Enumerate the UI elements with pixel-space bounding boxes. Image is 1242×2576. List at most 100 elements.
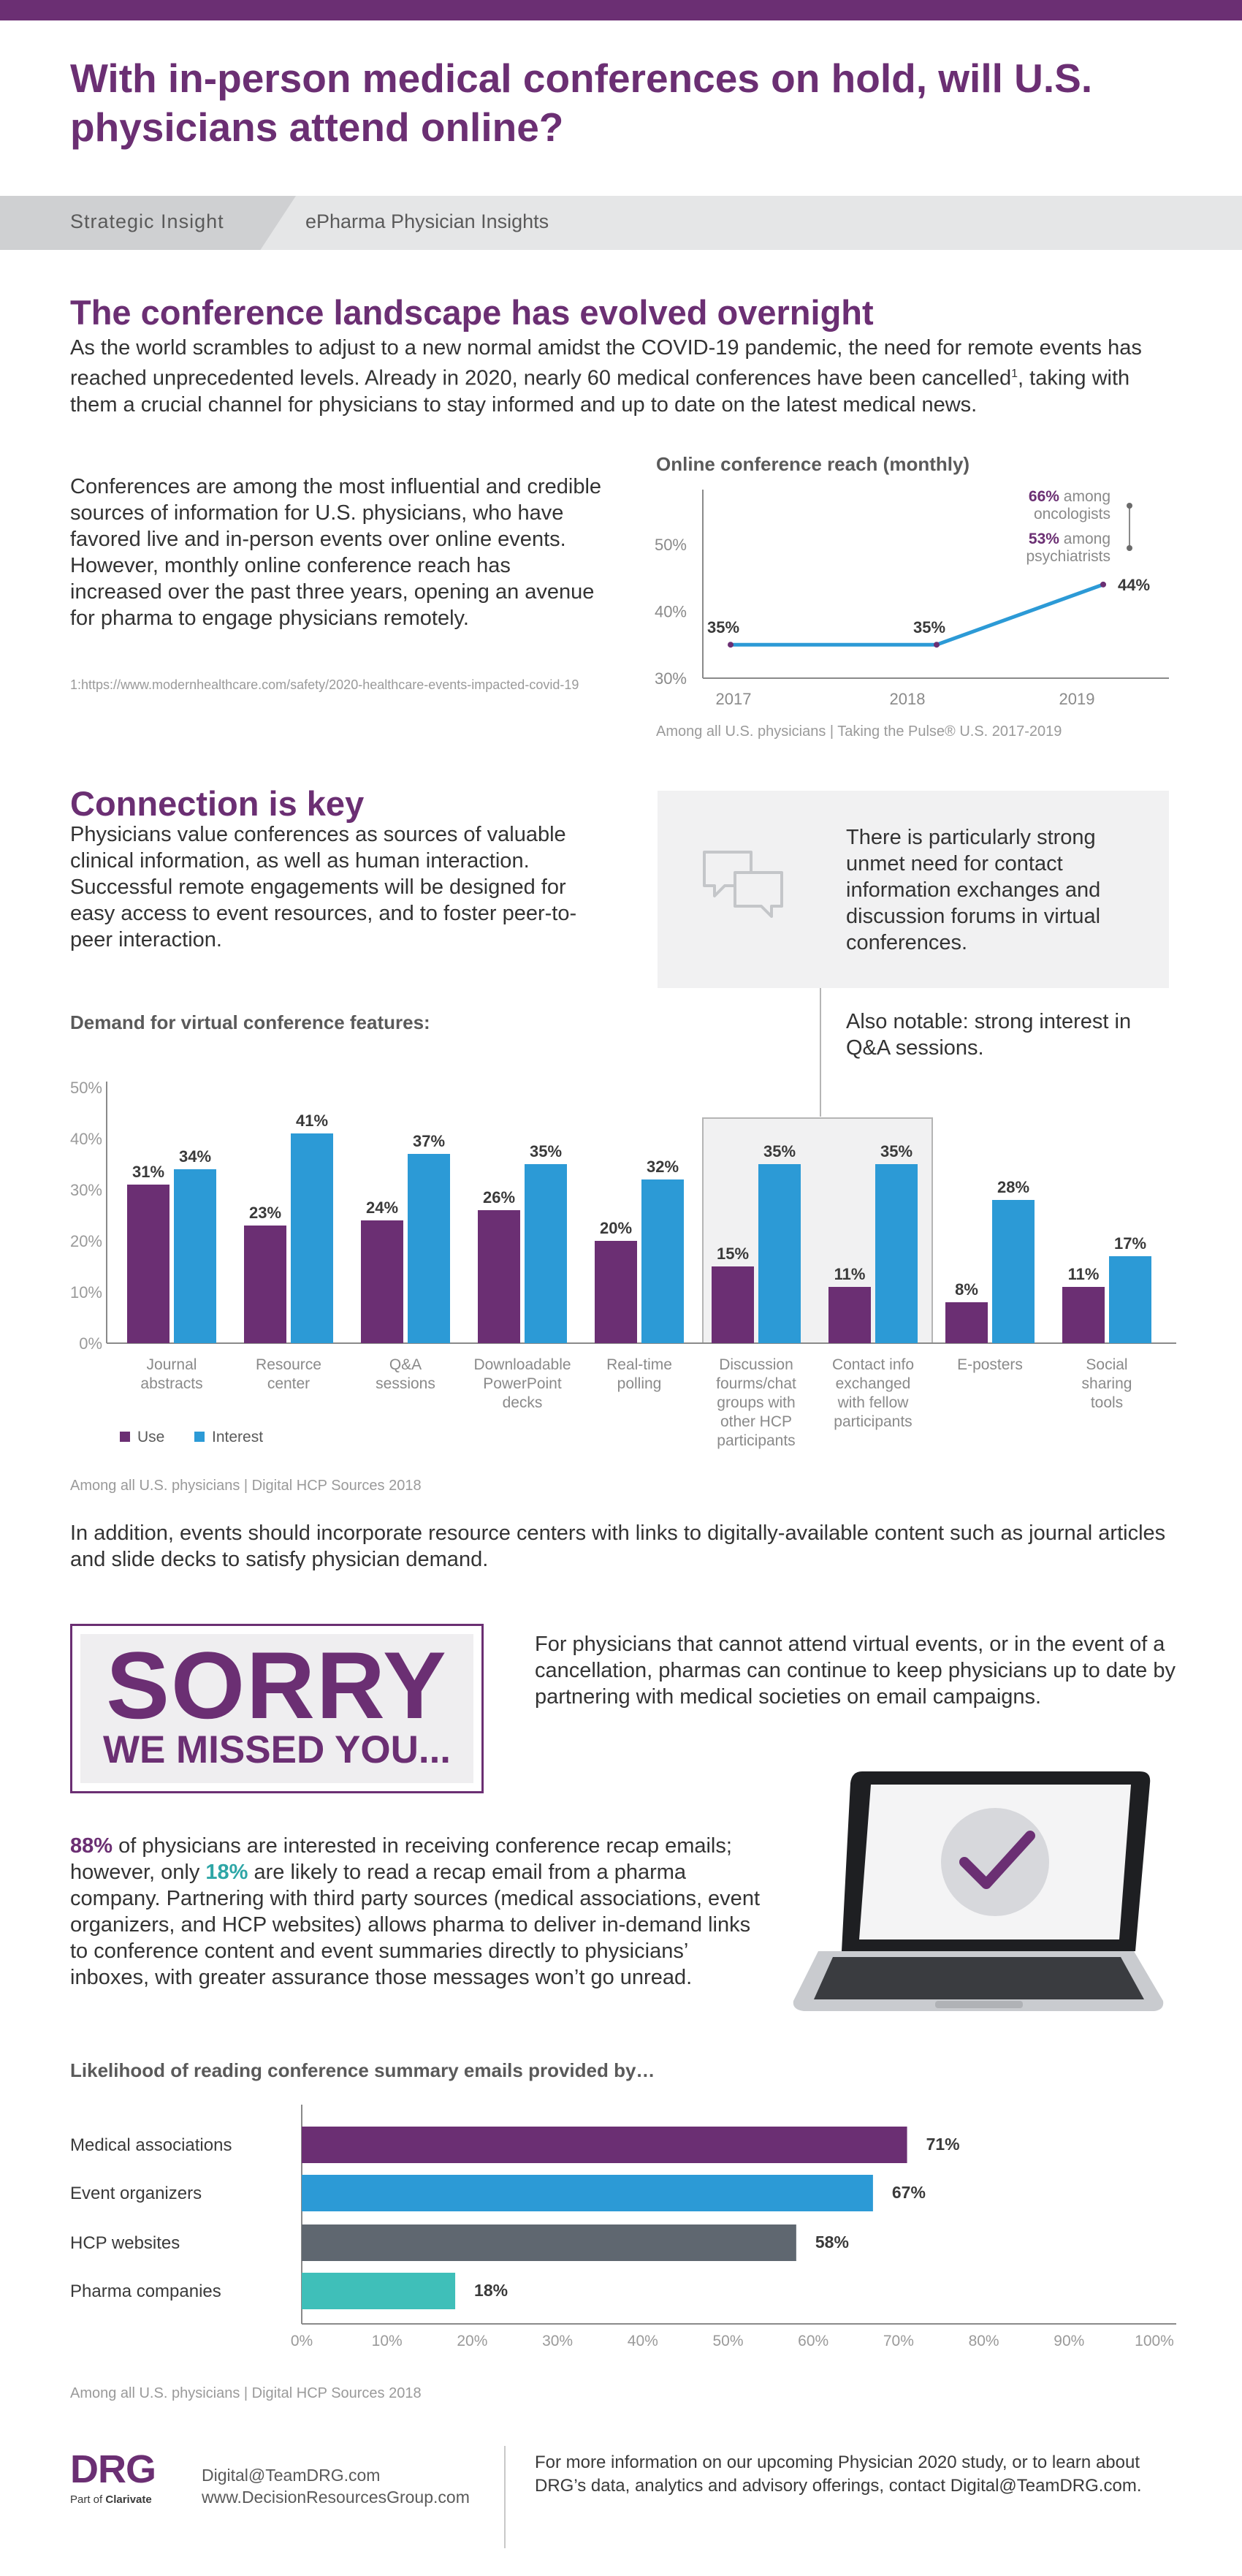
logo-tagline-a: Part of	[70, 2493, 106, 2506]
sorry-subheading: WE MISSED YOU...	[102, 1728, 452, 1771]
bar-category-label: participants	[717, 1432, 795, 1449]
hbar-category-label: Pharma companies	[70, 2281, 221, 2301]
bar-category-label: PowerPoint	[483, 1375, 562, 1392]
bar-category-label: groups with	[717, 1394, 795, 1411]
bar-category-label: Social	[1086, 1356, 1127, 1373]
category-band-tab	[0, 196, 296, 250]
highlight-outline	[702, 1117, 933, 1343]
bar-y-tick: 50%	[70, 1079, 102, 1097]
bar-interest	[992, 1200, 1035, 1343]
annotation-point	[1127, 545, 1132, 551]
legend-swatch-use	[120, 1432, 130, 1442]
line-y-tick: 50%	[655, 536, 687, 554]
hbar-chart-source: Among all U.S. physicians | Digital HCP …	[70, 2385, 422, 2401]
hbar-category-label: HCP websites	[70, 2233, 180, 2253]
annotation-point	[1127, 503, 1132, 509]
category-label: Strategic Insight	[70, 210, 224, 232]
hbar-category-label: Event organizers	[70, 2184, 202, 2203]
stat-18: 18%	[205, 1861, 248, 1884]
bar-interest	[758, 1164, 801, 1343]
bar-data-label: 35%	[530, 1142, 562, 1160]
bar-category-label: exchanged	[836, 1375, 911, 1392]
footer-website-link[interactable]: www.DecisionResourcesGroup.com	[202, 2488, 470, 2507]
bar-category-label: center	[267, 1375, 310, 1392]
line-x-tick: 2018	[890, 690, 926, 708]
hbar-data-label: 18%	[474, 2281, 508, 2300]
connection-paragraph: Physicians value conferences as sources …	[70, 823, 577, 951]
recap-email-paragraph: 88% of physicians are interested in rece…	[70, 1833, 764, 1991]
bar-chart-source: Among all U.S. physicians | Digital HCP …	[70, 1478, 422, 1494]
annotation-label: 53% among	[1029, 531, 1110, 547]
footer-divider	[504, 2446, 506, 2548]
hbar-x-tick: 90%	[1054, 2333, 1084, 2349]
bar-category-label: Real-time	[606, 1356, 672, 1373]
bar-category-label: fourms/chat	[716, 1375, 796, 1392]
bar-interest	[525, 1164, 567, 1343]
bar-chart-title: Demand for virtual conference features:	[70, 1011, 430, 1033]
bar-y-tick: 40%	[70, 1130, 102, 1148]
hbar-x-tick: 70%	[883, 2333, 914, 2349]
virtual-features-bar-chart: 0% 10% 20% 30% 40% 50% 31% 34% Journal abstracts 2…	[70, 1079, 1176, 1449]
hbar-x-tick: 40%	[628, 2333, 658, 2349]
bar-category-label: tools	[1091, 1394, 1123, 1411]
laptop-checkmark-icon	[793, 1771, 1164, 2011]
annotation-text-a: among	[1059, 488, 1110, 505]
hbar-bar	[302, 2127, 907, 2163]
line-chart-source: Among all U.S. physicians | Taking the P…	[656, 723, 1062, 740]
footnote-url: 1:https://www.modernhealthcare.com/safet…	[70, 677, 579, 692]
bar-y-tick: 30%	[70, 1181, 102, 1199]
hbar-data-label: 58%	[815, 2233, 849, 2252]
bar-category-label: Q&A	[389, 1356, 422, 1373]
intro-paragraph: As the world scrambles to adjust to a ne…	[70, 335, 1181, 418]
annotation-text-b: psychiatrists	[1026, 548, 1110, 565]
also-notable-text: Also notable: strong interest in Q&A ses…	[846, 1010, 1132, 1060]
annotation-value: 66%	[1029, 488, 1059, 505]
bar-data-label: 32%	[647, 1158, 679, 1176]
drg-logo: DRG	[70, 2447, 156, 2491]
line-point	[728, 642, 734, 648]
chat-bubbles-icon	[703, 851, 783, 918]
section-heading-landscape: The conference landscape has evolved ove…	[70, 293, 874, 332]
addition-paragraph: In addition, events should incorporate r…	[70, 1521, 1166, 1571]
hbar-chart-title: Likelihood of reading conference summary…	[70, 2059, 655, 2081]
hbar-x-tick: 20%	[457, 2333, 487, 2349]
bar-data-label: 15%	[717, 1245, 749, 1263]
bar-use	[127, 1185, 169, 1343]
annotation-value: 53%	[1029, 531, 1059, 547]
sorry-heading: SORRY	[106, 1632, 448, 1739]
stat-88: 88%	[70, 1834, 113, 1858]
line-data-label: 44%	[1118, 576, 1150, 594]
hbar-x-tick: 10%	[372, 2333, 403, 2349]
bar-category-label: Discussion	[719, 1356, 793, 1373]
bar-data-label: 35%	[880, 1142, 913, 1160]
footnote-marker: 1	[1011, 368, 1018, 380]
hbar-x-tick: 60%	[798, 2333, 828, 2349]
bar-use	[361, 1220, 403, 1343]
conference-paragraph: Conferences are among the most influenti…	[70, 475, 602, 630]
footer-more-info: For more information on our upcoming Phy…	[535, 2452, 1142, 2496]
line-data-label: 35%	[707, 618, 739, 637]
bar-data-label: 24%	[366, 1198, 398, 1217]
bar-interest	[875, 1164, 918, 1343]
bar-category-label: other HCP	[720, 1413, 792, 1430]
footer-email-link[interactable]: Digital@TeamDRG.com	[202, 2466, 381, 2485]
bar-category-label: Journal	[147, 1356, 197, 1373]
bar-data-label: 11%	[834, 1265, 866, 1283]
bar-y-tick: 0%	[79, 1334, 102, 1353]
hbar-data-label: 71%	[926, 2135, 960, 2154]
hbar-x-tick: 100%	[1135, 2333, 1174, 2349]
bar-category-label: Contact info	[832, 1356, 914, 1373]
bar-category-label: E-posters	[957, 1356, 1023, 1373]
section-heading-connection: Connection is key	[70, 784, 365, 823]
line-y-tick: 30%	[655, 669, 687, 688]
bar-category-label: polling	[617, 1375, 662, 1392]
legend-swatch-interest	[194, 1432, 205, 1442]
bar-use	[595, 1241, 637, 1343]
hbar-bar	[302, 2273, 456, 2309]
hbar-x-tick: 80%	[969, 2333, 999, 2349]
hbar-x-tick: 0%	[291, 2333, 313, 2349]
bar-data-label: 11%	[1068, 1265, 1100, 1283]
callout-text: There is particularly strong unmet need …	[846, 826, 1101, 954]
line-x-tick: 2017	[716, 690, 752, 708]
bar-data-label: 17%	[1114, 1234, 1146, 1253]
